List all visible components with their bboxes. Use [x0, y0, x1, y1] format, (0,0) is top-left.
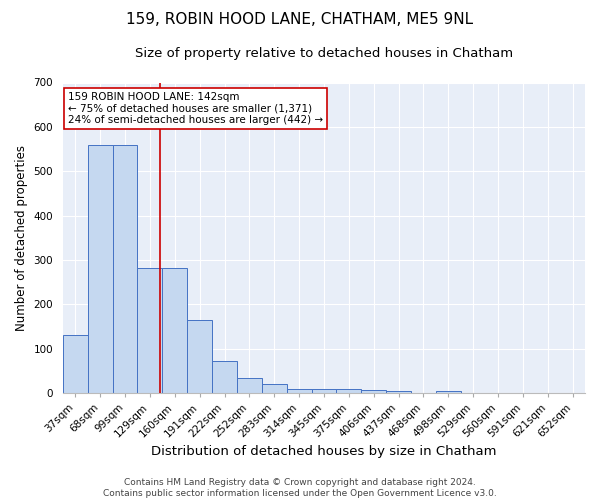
- Bar: [63, 336, 88, 393]
- Text: 159, ROBIN HOOD LANE, CHATHAM, ME5 9NL: 159, ROBIN HOOD LANE, CHATHAM, ME5 9NL: [127, 12, 473, 28]
- Bar: [187, 320, 212, 393]
- Bar: [436, 391, 461, 393]
- X-axis label: Distribution of detached houses by size in Chatham: Distribution of detached houses by size …: [151, 444, 497, 458]
- Bar: [163, 268, 187, 393]
- Bar: [237, 378, 262, 393]
- Bar: [311, 388, 337, 393]
- Bar: [88, 146, 113, 393]
- Title: Size of property relative to detached houses in Chatham: Size of property relative to detached ho…: [135, 48, 513, 60]
- Bar: [361, 390, 386, 393]
- Bar: [337, 388, 361, 393]
- Bar: [113, 146, 137, 393]
- Bar: [212, 361, 237, 393]
- Text: Contains HM Land Registry data © Crown copyright and database right 2024.
Contai: Contains HM Land Registry data © Crown c…: [103, 478, 497, 498]
- Text: 159 ROBIN HOOD LANE: 142sqm
← 75% of detached houses are smaller (1,371)
24% of : 159 ROBIN HOOD LANE: 142sqm ← 75% of det…: [68, 92, 323, 125]
- Bar: [262, 384, 287, 393]
- Bar: [287, 388, 311, 393]
- Bar: [386, 391, 411, 393]
- Y-axis label: Number of detached properties: Number of detached properties: [15, 145, 28, 331]
- Bar: [137, 268, 163, 393]
